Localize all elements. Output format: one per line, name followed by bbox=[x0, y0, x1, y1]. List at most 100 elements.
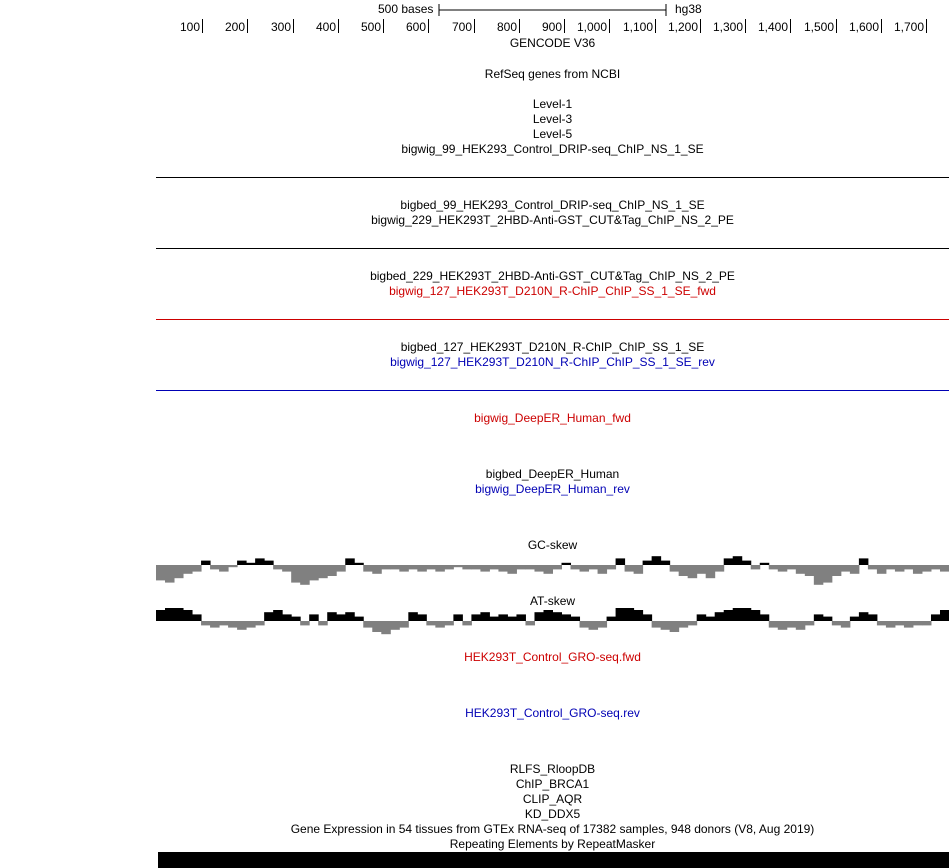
at-skew-bar bbox=[273, 610, 283, 621]
gc-skew-bar bbox=[921, 565, 932, 572]
track-gencode[interactable]: GENCODE V36 bbox=[509, 36, 596, 50]
ruler-tick-label: 1,500 bbox=[803, 20, 834, 34]
gc-skew-bar bbox=[867, 565, 878, 570]
gc-skew-bar bbox=[408, 565, 418, 570]
ruler-tick-mark bbox=[609, 19, 610, 33]
track-refseq[interactable]: RefSeq genes from NCBI bbox=[484, 67, 621, 81]
at-skew-bar bbox=[822, 616, 833, 621]
gc-skew-bar bbox=[399, 565, 409, 572]
gc-skew-bar bbox=[552, 565, 563, 570]
gc-skew-bar bbox=[705, 565, 716, 579]
ruler-tick-mark bbox=[247, 19, 248, 33]
at-skew-bar bbox=[705, 616, 716, 621]
at-skew-bar bbox=[741, 608, 752, 621]
at-skew-bar bbox=[867, 614, 878, 621]
at-skew-bar bbox=[831, 621, 842, 626]
track-repeatmasker[interactable]: Repeating Elements by RepeatMasker bbox=[449, 837, 656, 851]
ruler-tick-mark bbox=[293, 19, 294, 33]
track-bigbed-99[interactable]: bigbed_99_HEK293_Control_DRIP-seq_ChIP_N… bbox=[400, 198, 705, 212]
track-gtex[interactable]: Gene Expression in 54 tissues from GTEx … bbox=[290, 822, 815, 836]
track-level1[interactable]: Level-1 bbox=[532, 97, 573, 111]
track-gro-seq-rev[interactable]: HEK293T_Control_GRO-seq.rev bbox=[465, 706, 640, 720]
gc-skew-bar bbox=[156, 565, 166, 581]
track-bigwig-127-fwd[interactable]: bigwig_127_HEK293T_D210N_R-ChIP_ChIP_SS_… bbox=[389, 284, 716, 298]
gc-skew-bar bbox=[381, 565, 391, 570]
at-skew-bar bbox=[399, 621, 409, 628]
gc-skew-bar bbox=[777, 565, 788, 572]
track-bigwig-127-rev[interactable]: bigwig_127_HEK293T_D210N_R-ChIP_ChIP_SS_… bbox=[390, 355, 715, 369]
gc-skew-bar bbox=[732, 556, 743, 565]
at-skew-bar bbox=[624, 608, 635, 621]
ruler-tick-mark bbox=[519, 19, 520, 33]
gc-skew-bar bbox=[192, 565, 202, 572]
at-skew-bar bbox=[390, 621, 400, 630]
gc-skew-bar bbox=[426, 565, 436, 570]
at-skew-bar bbox=[660, 621, 671, 630]
track-gc-skew[interactable]: GC-skew bbox=[527, 538, 578, 552]
gc-skew-bar bbox=[435, 565, 445, 572]
gc-skew-bar bbox=[678, 565, 689, 576]
gc-skew-bar bbox=[516, 565, 526, 570]
gc-skew-bar bbox=[912, 565, 923, 574]
track-deeper-fwd[interactable]: bigwig_DeepER_Human_fwd bbox=[474, 411, 631, 425]
track-at-skew[interactable]: AT-skew bbox=[529, 594, 576, 608]
at-skew-bar bbox=[282, 614, 292, 621]
gc-skew-bar bbox=[201, 560, 211, 565]
gc-skew-bar bbox=[363, 565, 373, 572]
at-skew-bar bbox=[939, 610, 949, 621]
gc-skew-bar bbox=[372, 565, 382, 574]
gc-skew-bar bbox=[453, 565, 463, 568]
track-deeper-bed[interactable]: bigbed_DeepER_Human bbox=[485, 467, 620, 481]
at-skew-bar bbox=[174, 608, 184, 621]
gc-skew-bar bbox=[534, 565, 544, 572]
at-skew-bar bbox=[534, 612, 544, 621]
at-skew-bar bbox=[903, 621, 914, 628]
track-level3[interactable]: Level-3 bbox=[532, 112, 573, 126]
ruler-tick-label: 700 bbox=[451, 20, 472, 34]
at-skew-bar bbox=[723, 610, 734, 621]
gc-skew-bar bbox=[219, 565, 229, 572]
repeatmasker-bar[interactable] bbox=[158, 852, 949, 868]
track-bigbed-127[interactable]: bigbed_127_HEK293T_D210N_R-ChIP_ChIP_SS_… bbox=[400, 340, 705, 354]
gc-skew-bar bbox=[822, 565, 833, 583]
track-bigbed-229[interactable]: bigbed_229_HEK293T_2HBD-Anti-GST_CUT&Tag… bbox=[370, 269, 735, 283]
track-clip-aqr[interactable]: CLIP_AQR bbox=[522, 792, 583, 806]
track-chip-brca1[interactable]: ChIP_BRCA1 bbox=[515, 777, 590, 791]
at-skew-graph[interactable] bbox=[156, 608, 949, 650]
gc-skew-bar bbox=[471, 565, 481, 570]
gc-skew-bar bbox=[318, 565, 328, 579]
gc-skew-bar bbox=[264, 560, 274, 565]
at-skew-bar bbox=[768, 621, 779, 628]
at-skew-bar bbox=[300, 621, 310, 626]
gc-skew-bar bbox=[669, 565, 680, 572]
gc-skew-bar bbox=[750, 565, 761, 570]
track-rlfs[interactable]: RLFS_RloopDB bbox=[509, 762, 596, 776]
at-skew-bar bbox=[885, 621, 896, 628]
track-kd-ddx5[interactable]: KD_DDX5 bbox=[524, 807, 581, 821]
ruler-tick-mark bbox=[338, 19, 339, 33]
gc-skew-graph[interactable] bbox=[156, 552, 949, 594]
at-skew-bar bbox=[264, 612, 274, 621]
at-skew-bar bbox=[516, 614, 526, 621]
track-gro-seq-fwd[interactable]: HEK293T_Control_GRO-seq.fwd bbox=[464, 650, 641, 664]
track-level5[interactable]: Level-5 bbox=[532, 127, 573, 141]
ruler-tick-label: 500 bbox=[360, 20, 381, 34]
at-skew-bar bbox=[417, 614, 427, 621]
at-skew-bar bbox=[246, 621, 256, 628]
ruler-tick-label: 1,700 bbox=[893, 20, 924, 34]
track-bigwig-99[interactable]: bigwig_99_HEK293_Control_DRIP-seq_ChIP_N… bbox=[401, 142, 704, 156]
track-bigwig-229[interactable]: bigwig_229_HEK293T_2HBD-Anti-GST_CUT&Tag… bbox=[371, 213, 734, 227]
at-skew-bar bbox=[165, 608, 175, 621]
at-skew-bar bbox=[552, 612, 563, 621]
at-skew-bar bbox=[489, 616, 499, 621]
track-deeper-rev[interactable]: bigwig_DeepER_Human_rev bbox=[475, 482, 630, 496]
ruler-tick-mark bbox=[202, 19, 203, 33]
at-skew-bar bbox=[750, 610, 761, 621]
ruler-tick-mark bbox=[383, 19, 384, 33]
at-skew-bar bbox=[354, 616, 364, 621]
gc-skew-bar bbox=[327, 565, 337, 576]
at-skew-bar bbox=[840, 621, 851, 628]
gc-skew-bar bbox=[210, 565, 220, 570]
gc-skew-bar bbox=[444, 565, 454, 570]
at-skew-bar bbox=[759, 614, 770, 621]
